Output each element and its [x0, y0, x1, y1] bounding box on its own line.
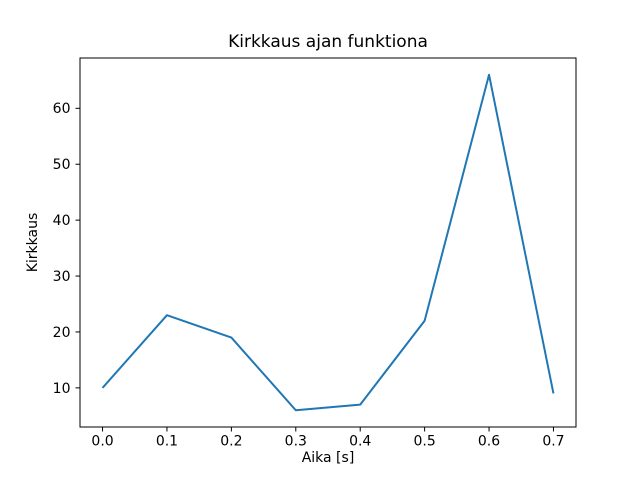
y-tick-label: 30	[53, 269, 71, 285]
x-tick-label: 0.7	[542, 434, 564, 450]
x-tick-label: 0.0	[91, 434, 113, 450]
x-tick-label: 0.6	[478, 434, 500, 450]
y-tick-label: 50	[53, 157, 71, 173]
x-tick-label: 0.1	[156, 434, 178, 450]
y-tick-label: 60	[53, 101, 71, 117]
chart-title: Kirkkaus ajan funktiona	[228, 32, 428, 52]
y-tick-label: 10	[53, 381, 71, 397]
y-tick-label: 20	[53, 325, 71, 341]
x-tick-label: 0.2	[220, 434, 242, 450]
data-line	[101, 73, 555, 412]
y-tick-label: 40	[53, 213, 71, 229]
x-tick-label: 0.5	[413, 434, 435, 450]
y-axis-label: Kirkkaus	[25, 213, 41, 273]
axes-spines	[79, 57, 577, 428]
x-tick-label: 0.4	[349, 434, 371, 450]
x-tick-label: 0.3	[285, 434, 307, 450]
x-axis-label: Aika [s]	[302, 450, 355, 466]
